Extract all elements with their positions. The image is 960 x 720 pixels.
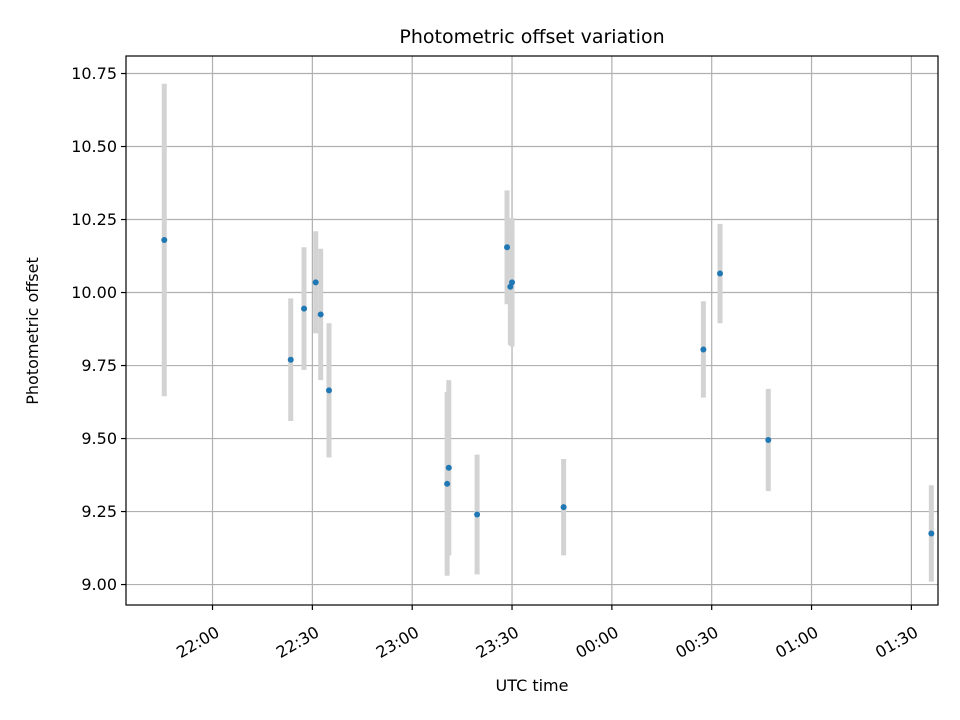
data-point — [161, 236, 168, 243]
data-points — [161, 236, 935, 537]
x-axis-label: UTC time — [496, 676, 569, 695]
data-point — [444, 480, 451, 487]
data-point — [445, 464, 452, 471]
y-tick-label: 10.00 — [71, 283, 117, 302]
plot-frame — [125, 55, 939, 606]
y-tick-label: 10.75 — [71, 64, 117, 83]
data-point — [717, 270, 724, 277]
data-point — [560, 504, 567, 511]
data-point — [509, 279, 516, 286]
data-point — [474, 511, 481, 518]
data-point — [765, 437, 772, 444]
data-point — [700, 346, 707, 353]
y-tick-label: 9.00 — [81, 575, 117, 594]
grid — [126, 56, 938, 605]
data-point — [928, 530, 935, 537]
data-point — [326, 387, 332, 394]
chart-title: Photometric offset variation — [399, 26, 664, 48]
y-axis-ticks: 9.00 9.25 9.50 9.75 10.00 10.25 10.50 10.75 — [71, 64, 126, 594]
data-point — [312, 279, 319, 286]
y-tick-label: 9.50 — [81, 429, 117, 448]
data-point — [301, 305, 308, 312]
data-point — [504, 244, 511, 251]
data-point — [317, 311, 324, 318]
y-tick-label: 9.25 — [81, 502, 117, 521]
y-axis-label: Photometric offset — [23, 257, 42, 405]
y-tick-label: 10.50 — [71, 137, 117, 156]
y-tick-label: 10.25 — [71, 210, 117, 229]
data-point — [287, 356, 294, 363]
y-tick-label: 9.75 — [81, 356, 117, 375]
